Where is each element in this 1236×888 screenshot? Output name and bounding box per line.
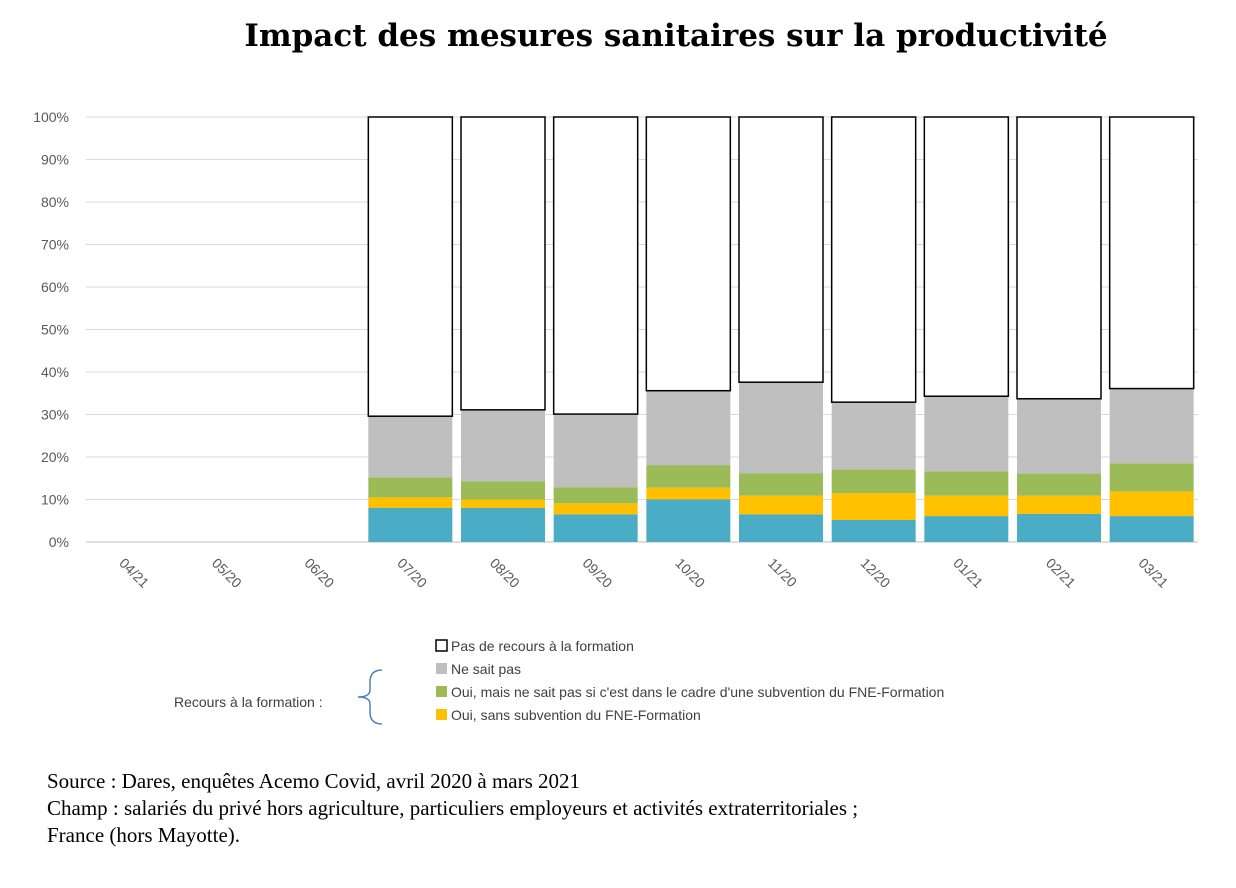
- legend-label-yes_unknown: Oui, mais ne sait pas si c'est dans le c…: [451, 684, 944, 700]
- bar-segment-yes_unknown: [1109, 463, 1194, 492]
- bar-segment-no_training: [1016, 116, 1102, 400]
- source-notes: Source : Dares, enquêtes Acemo Covid, av…: [47, 768, 1197, 849]
- x-axis-ticks: 04/21 05/20 06/20 07/20 08/20 09/20 10/20 11/20…: [116, 555, 1172, 591]
- bar-segment-yes_no_fne: [461, 499, 545, 508]
- bar-segment-yes_unknown: [553, 487, 638, 504]
- legend-label-yes_no_fne: Oui, sans subvention du FNE-Formation: [451, 707, 701, 723]
- chart-title: Impact des mesures sanitaires sur la pro…: [244, 18, 1108, 54]
- y-tick-label: 30%: [41, 407, 69, 423]
- bar-segment-dont_know: [553, 414, 638, 488]
- bar-segment-blue: [1109, 516, 1194, 542]
- bar-segment-dont_know: [1017, 398, 1101, 474]
- bar-segment-yes_unknown: [1017, 473, 1101, 496]
- bar-segment-dont_know: [461, 409, 545, 482]
- bar-segment-blue: [646, 499, 731, 542]
- bar-segment-dont_know: [924, 396, 1009, 472]
- bar-segment-yes_no_fne: [1109, 491, 1194, 517]
- legend-brace-icon: [357, 669, 383, 725]
- x-tick-label: 10/20: [672, 555, 708, 591]
- x-tick-label: 05/20: [209, 555, 245, 591]
- legend-group-label: Recours à la formation :: [174, 694, 323, 710]
- y-tick-label: 100%: [33, 109, 69, 125]
- legend-swatch-dont_know: [436, 663, 447, 674]
- legend-swatch-yes_unknown: [436, 686, 447, 697]
- x-tick-label: 03/21: [1136, 555, 1172, 591]
- bar-segment-yes_unknown: [646, 465, 731, 488]
- bar-segment-blue: [739, 514, 823, 542]
- legend-label-no_training: Pas de recours à la formation: [451, 638, 634, 654]
- bar-segment-dont_know: [831, 402, 916, 470]
- bar-segment-dont_know: [646, 390, 731, 466]
- bar-segment-yes_no_fne: [553, 503, 638, 515]
- bar-segment-no_training: [738, 116, 824, 383]
- bar-segment-no_training: [460, 116, 546, 411]
- x-tick-label: 09/20: [580, 555, 616, 591]
- legend: Recours à la formation : Pas de recours …: [174, 638, 944, 725]
- bar-segment-dont_know: [1109, 388, 1194, 464]
- bar-segment-no_training: [923, 116, 1010, 397]
- bar-segment-no_training: [552, 116, 639, 415]
- bar-segment-yes_no_fne: [739, 495, 823, 515]
- bar-segment-yes_unknown: [831, 469, 916, 494]
- bar-segment-yes_no_fne: [831, 493, 916, 520]
- bar-segment-blue: [461, 508, 545, 542]
- bar-segment-yes_unknown: [924, 471, 1009, 496]
- bar-segment-yes_no_fne: [1017, 495, 1101, 514]
- y-tick-label: 60%: [41, 279, 69, 295]
- y-axis-ticks: 0% 10% 20% 30% 40% 50% 60% 70% 80% 90% 100%: [33, 109, 69, 550]
- x-tick-label: 08/20: [487, 555, 523, 591]
- source-line: Source : Dares, enquêtes Acemo Covid, av…: [47, 769, 581, 793]
- grid-lines: [86, 116, 1198, 543]
- x-tick-label: 04/21: [116, 555, 152, 591]
- bar-segment-yes_unknown: [368, 477, 453, 498]
- bar-segment-blue: [553, 514, 638, 542]
- bar-segment-blue: [831, 519, 916, 542]
- y-tick-label: 90%: [41, 152, 69, 168]
- bars: [367, 116, 1195, 542]
- bar-segment-no_training: [645, 116, 732, 392]
- legend-swatch-yes_no_fne: [436, 709, 447, 720]
- bar-segment-dont_know: [739, 382, 823, 474]
- bar-segment-yes_unknown: [739, 473, 823, 496]
- x-tick-label: 07/20: [394, 555, 430, 591]
- y-tick-label: 50%: [41, 322, 69, 338]
- y-tick-label: 70%: [41, 237, 69, 253]
- legend-label-dont_know: Ne sait pas: [451, 661, 521, 677]
- bar-segment-blue: [368, 508, 453, 542]
- y-tick-label: 80%: [41, 194, 69, 210]
- bar-segment-yes_unknown: [461, 481, 545, 500]
- x-tick-label: 11/20: [765, 555, 801, 591]
- y-tick-label: 20%: [41, 449, 69, 465]
- bar-segment-blue: [924, 516, 1009, 542]
- y-tick-label: 10%: [41, 492, 69, 508]
- bar-segment-yes_no_fne: [646, 487, 731, 500]
- bar-segment-yes_no_fne: [924, 495, 1009, 517]
- y-tick-label: 0%: [49, 534, 69, 550]
- bar-segment-yes_no_fne: [368, 497, 453, 508]
- scope-line-2: France (hors Mayotte).: [47, 823, 241, 847]
- bar-segment-no_training: [367, 116, 454, 417]
- x-tick-label: 06/20: [302, 555, 338, 591]
- bar-segment-dont_know: [368, 416, 453, 478]
- x-tick-label: 01/21: [950, 555, 986, 591]
- bar-segment-no_training: [830, 116, 917, 403]
- bar-segment-no_training: [1108, 116, 1195, 390]
- scope-line: Champ : salariés du privé hors agricultu…: [47, 796, 859, 820]
- bar-segment-blue: [1017, 513, 1101, 542]
- y-tick-label: 40%: [41, 364, 69, 380]
- x-tick-label: 12/20: [858, 555, 894, 591]
- x-tick-label: 02/21: [1043, 555, 1079, 591]
- legend-swatch-no_training: [435, 639, 448, 652]
